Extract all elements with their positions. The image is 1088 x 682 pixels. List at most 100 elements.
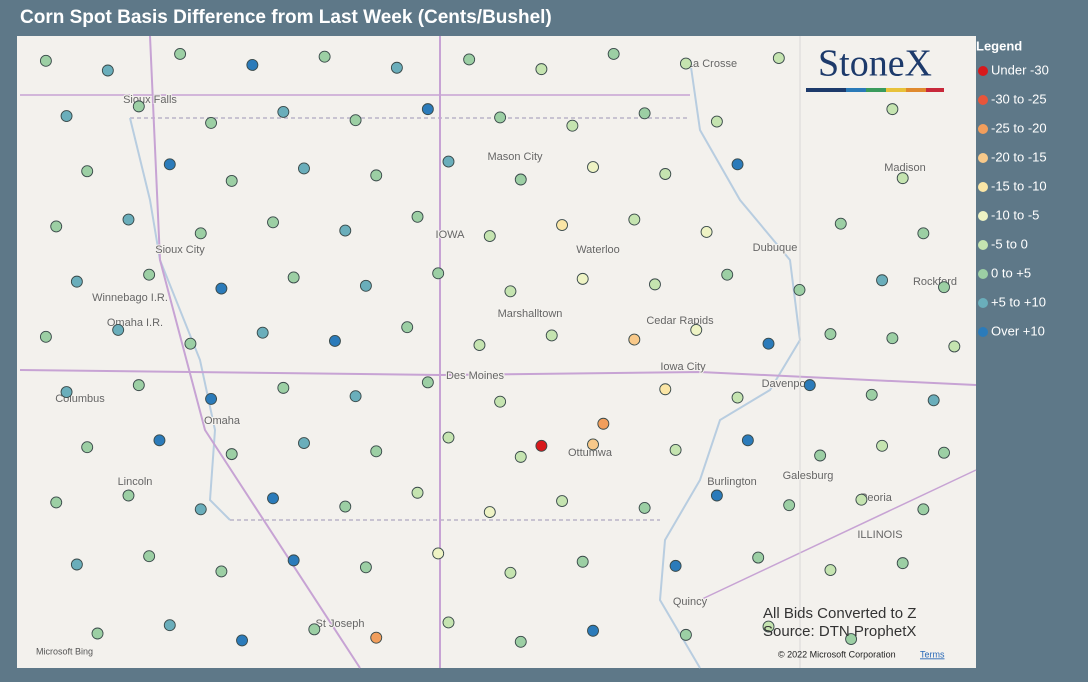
legend-swatch xyxy=(978,298,988,308)
legend-label: -5 to 0 xyxy=(991,236,1028,251)
place-label: Galesburg xyxy=(783,470,834,482)
station-dot xyxy=(442,155,455,168)
station-dot xyxy=(401,321,414,334)
map-background xyxy=(17,36,976,668)
place-label: St Joseph xyxy=(316,618,365,630)
station-dot xyxy=(514,173,527,186)
place-label: Des Moines xyxy=(446,370,505,382)
station-dot xyxy=(504,566,517,579)
station-dot xyxy=(638,107,651,120)
station-dot xyxy=(91,627,104,640)
station-dot xyxy=(948,340,961,353)
station-dot xyxy=(122,489,135,502)
legend-label: -15 to -10 xyxy=(991,178,1047,193)
station-dot xyxy=(762,620,775,633)
station-dot xyxy=(504,285,517,298)
station-dot xyxy=(194,227,207,240)
station-dot xyxy=(277,105,290,118)
place-label: Cedar Rapids xyxy=(646,315,714,327)
station-dot xyxy=(122,213,135,226)
station-dot xyxy=(700,225,713,238)
place-label: Mason City xyxy=(487,151,543,163)
legend-swatch xyxy=(978,95,988,105)
station-dot xyxy=(886,103,899,116)
legend-label: +5 to +10 xyxy=(991,294,1046,309)
station-dot xyxy=(60,110,73,122)
station-dot xyxy=(494,395,507,408)
station-dot xyxy=(390,61,403,74)
station-dot xyxy=(514,450,527,463)
logo-stripe xyxy=(806,88,944,92)
place-label: Ottumwa xyxy=(568,447,613,459)
station-dot xyxy=(370,631,383,644)
station-dot xyxy=(824,328,837,341)
station-dot xyxy=(308,623,321,636)
station-dot xyxy=(50,496,63,509)
place-label: Marshalltown xyxy=(498,308,563,320)
station-dot xyxy=(205,116,218,129)
station-dot xyxy=(876,274,889,287)
station-dot xyxy=(349,114,362,127)
place-label: Burlington xyxy=(707,476,757,488)
station-dot xyxy=(473,339,486,352)
station-dot xyxy=(876,439,889,452)
station-dot xyxy=(576,272,589,285)
place-label: Lincoln xyxy=(118,476,153,488)
station-dot xyxy=(411,486,424,499)
terms-link[interactable]: Terms xyxy=(920,649,945,659)
note: Source: DTN ProphetX xyxy=(763,623,916,640)
station-dot xyxy=(669,444,682,456)
station-dot xyxy=(298,437,310,450)
station-dot xyxy=(896,557,909,570)
station-dot xyxy=(246,59,259,71)
station-dot xyxy=(741,434,754,447)
legend-label: -10 to -5 xyxy=(991,207,1039,222)
station-dot xyxy=(112,323,125,336)
station-dot xyxy=(721,268,734,281)
station-dot xyxy=(132,100,145,113)
place-label: Omaha xyxy=(204,415,241,427)
station-dot xyxy=(659,383,672,396)
legend-swatch xyxy=(978,124,988,134)
station-dot xyxy=(442,616,455,629)
station-dot xyxy=(494,111,507,124)
station-dot xyxy=(225,448,238,461)
station-dot xyxy=(277,381,290,394)
legend-title: Legend xyxy=(976,38,1022,53)
station-dot xyxy=(236,634,248,647)
station-dot xyxy=(535,439,548,452)
station-dot xyxy=(359,561,372,574)
station-dot xyxy=(81,165,94,178)
station-dot xyxy=(659,168,672,180)
station-dot xyxy=(298,162,310,175)
station-dot xyxy=(772,52,785,65)
station-dot xyxy=(669,559,682,572)
station-dot xyxy=(638,501,651,514)
legend-swatch xyxy=(978,66,988,76)
legend-swatch xyxy=(978,269,988,279)
station-dot xyxy=(649,278,661,291)
place-label: Rockford xyxy=(913,276,957,288)
station-dot xyxy=(328,335,341,347)
basemap xyxy=(19,35,977,669)
legend-label: 0 to +5 xyxy=(991,265,1031,280)
station-dot xyxy=(39,54,52,67)
station-dot xyxy=(587,624,599,637)
station-dot xyxy=(556,495,569,507)
station-dot xyxy=(70,275,83,288)
place-label: IOWA xyxy=(436,229,466,241)
station-dot xyxy=(339,224,352,237)
station-dot xyxy=(865,388,878,401)
station-dot xyxy=(153,434,166,447)
station-dot xyxy=(824,564,837,576)
legend-swatch xyxy=(978,153,988,163)
legend-swatch xyxy=(978,240,988,250)
place-label: Waterloo xyxy=(576,244,620,256)
station-dot xyxy=(896,172,909,185)
station-dot xyxy=(679,628,692,641)
station-dot xyxy=(101,64,114,77)
station-dot xyxy=(566,119,579,132)
station-dot xyxy=(81,441,94,454)
station-dot xyxy=(132,379,145,392)
